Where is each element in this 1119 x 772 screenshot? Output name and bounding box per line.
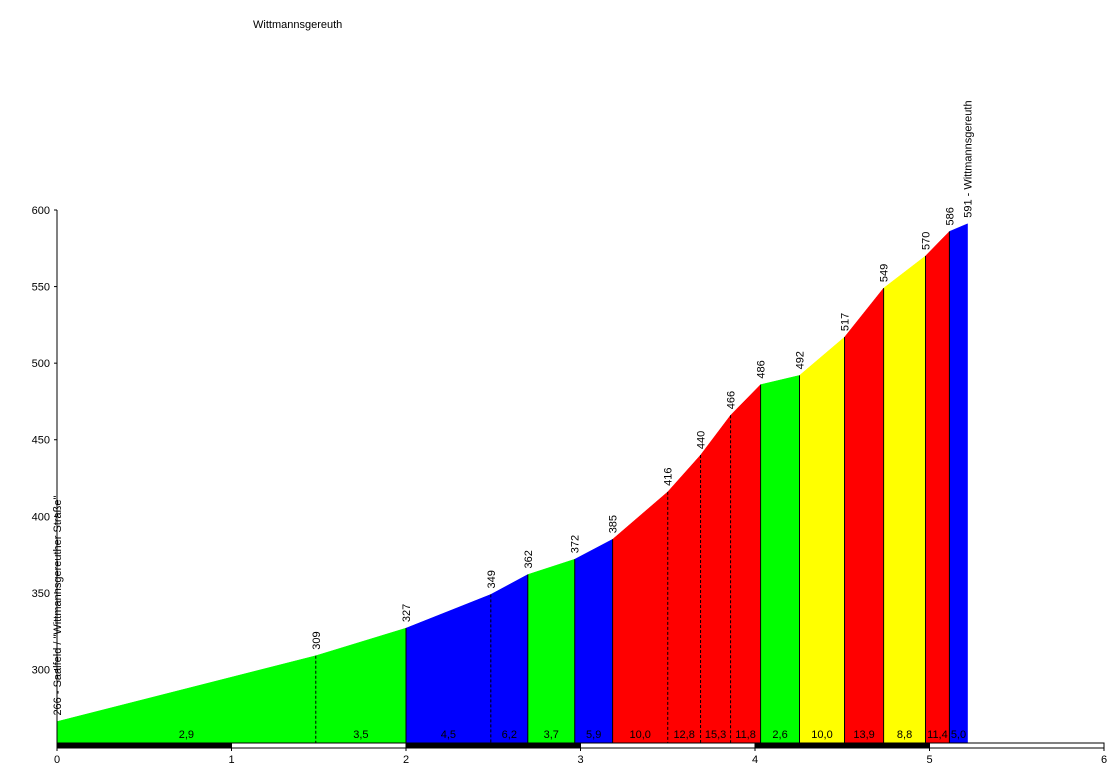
profile-segment <box>844 287 884 744</box>
x-axis-block <box>755 743 930 748</box>
x-tick-label: 5 <box>926 754 932 766</box>
gradient-label: 12,8 <box>673 729 694 741</box>
elevation-label: 309 <box>311 631 323 649</box>
x-tick-label: 4 <box>752 754 758 766</box>
profile-segment <box>925 230 950 744</box>
elevation-label: 440 <box>696 431 708 449</box>
profile-segment <box>760 375 800 744</box>
y-tick-label: 450 <box>32 435 50 447</box>
x-axis-block <box>406 743 581 748</box>
gradient-label: 15,3 <box>705 729 726 741</box>
profile-segment <box>883 255 926 744</box>
profile-segment <box>527 558 575 744</box>
elevation-label: 570 <box>920 232 932 250</box>
gradient-label: 4,5 <box>441 729 456 741</box>
profile-segment <box>700 414 731 744</box>
gradient-label: 8,8 <box>897 729 912 741</box>
profile-segment <box>799 336 845 744</box>
x-tick-label: 6 <box>1101 754 1107 766</box>
y-tick-label: 300 <box>32 664 50 676</box>
gradient-label: 10,0 <box>629 729 650 741</box>
elevation-label: 586 <box>944 207 956 225</box>
gradient-label: 2,6 <box>772 729 787 741</box>
profile-segment <box>315 627 407 744</box>
y-tick-label: 500 <box>32 358 50 370</box>
profile-segment <box>405 594 492 744</box>
chart-title: Wittmannsgereuth <box>253 19 342 31</box>
profile-segment <box>490 574 529 744</box>
y-tick-label: 400 <box>32 511 50 523</box>
x-tick-label: 1 <box>228 754 234 766</box>
elevation-label: 549 <box>879 264 891 282</box>
profile-segment <box>574 538 613 744</box>
gradient-label: 10,0 <box>811 729 832 741</box>
elevation-label: 372 <box>570 535 582 553</box>
y-tick-label: 550 <box>32 282 50 294</box>
gradient-label: 11,8 <box>735 729 756 741</box>
gradient-label: 3,7 <box>544 729 559 741</box>
gradient-label: 5,9 <box>586 729 601 741</box>
elevation-label: 486 <box>756 360 768 378</box>
x-tick-label: 3 <box>577 754 583 766</box>
profile-segment <box>612 491 668 744</box>
y-tick-label: 350 <box>32 588 50 600</box>
elevation-label: 266 - Saalfeld / "Wittmannsgereuther Str… <box>52 495 64 715</box>
gradient-label: 5,0 <box>951 729 966 741</box>
x-axis-block <box>57 743 232 748</box>
elevation-label: 492 <box>794 351 806 369</box>
elevation-label: 327 <box>401 604 413 622</box>
elevation-label: 466 <box>726 391 738 409</box>
elevation-label: 362 <box>523 550 535 568</box>
x-tick-label: 2 <box>403 754 409 766</box>
elevation-label: 385 <box>608 515 620 533</box>
elevation-label: 591 - Wittmannsgereuth <box>963 100 975 217</box>
x-tick-label: 0 <box>54 754 60 766</box>
gradient-label: 6,2 <box>502 729 517 741</box>
elevation-label: 517 <box>840 313 852 331</box>
gradient-label: 11,4 <box>927 729 948 741</box>
elevation-label: 349 <box>486 570 498 588</box>
profile-segment <box>730 383 761 744</box>
gradient-label: 2,9 <box>179 729 194 741</box>
gradient-label: 3,5 <box>353 729 368 741</box>
gradient-label: 13,9 <box>853 729 874 741</box>
elevation-label: 416 <box>663 467 675 485</box>
profile-segment <box>949 223 968 744</box>
y-tick-label: 600 <box>32 205 50 217</box>
profile-segment <box>667 454 701 744</box>
